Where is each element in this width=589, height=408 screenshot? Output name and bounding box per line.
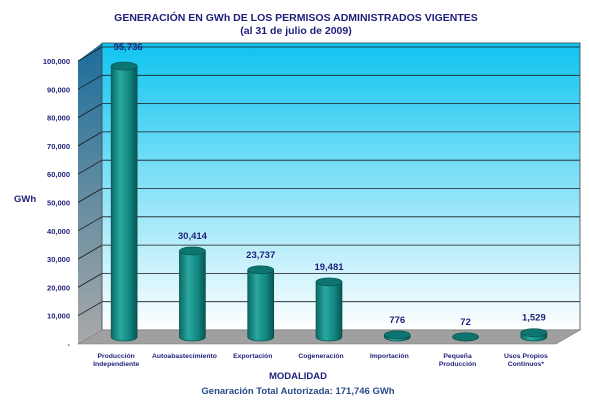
x-tick-label: Usos Propios — [504, 353, 548, 360]
gridline-side — [77, 131, 103, 147]
data-label: 1,529 — [522, 313, 546, 324]
data-label: 23,737 — [246, 250, 275, 261]
y-tick-label: 20,000 — [47, 283, 70, 292]
bar — [110, 65, 138, 342]
y-tick-label: 30,000 — [47, 255, 70, 264]
y-tick-label: 90,000 — [47, 85, 70, 94]
x-tick-label: Continuos* — [508, 361, 545, 368]
bar-top — [315, 277, 343, 287]
data-label: 95,736 — [114, 42, 143, 53]
gridline-side — [77, 216, 103, 232]
y-tick-label: 50,000 — [47, 199, 70, 208]
chart-subtitle: (al 31 de julio de 2009) — [240, 25, 351, 37]
y-tick-label: - — [68, 340, 71, 349]
gridline-side — [77, 301, 103, 317]
gridline-side — [77, 159, 103, 175]
gridline-side — [77, 273, 103, 288]
bar-top — [452, 332, 479, 342]
bar — [315, 281, 343, 342]
x-tick-label: Cogeneración — [298, 353, 343, 360]
x-tick-label: Exportación — [233, 353, 272, 360]
chart-title: GENERACIÓN EN GWh DE LOS PERMISOS ADMINI… — [114, 11, 478, 24]
y-tick-label: 100,000 — [43, 57, 70, 66]
bar-top — [383, 330, 411, 340]
side-wall — [78, 43, 102, 344]
data-label: 72 — [460, 317, 471, 328]
y-tick-label: 80,000 — [47, 114, 70, 123]
data-label: 776 — [389, 315, 405, 326]
bar — [179, 250, 206, 342]
plot-area: - 10,000 20,000 30,000 40,000 50,000 60,000 70,… — [43, 42, 582, 368]
gridline-side — [77, 46, 103, 62]
x-axis-label: MODALIDAD — [269, 371, 327, 382]
x-tick-label: Producción — [97, 353, 134, 360]
bar-top — [110, 61, 138, 71]
bar-top — [520, 328, 548, 337]
y-tick-label: 70,000 — [47, 142, 70, 151]
data-label: 19,481 — [314, 262, 344, 273]
bar-top — [179, 246, 206, 256]
y-tick-label: 10,000 — [47, 312, 70, 321]
y-axis-label: GWh — [14, 194, 36, 205]
x-tick-label: Pequeña — [443, 353, 472, 360]
gridline-side — [77, 103, 103, 118]
bar-top — [247, 265, 275, 275]
x-tick-label: Independiente — [93, 361, 139, 368]
x-tick-label: Importación — [370, 353, 409, 360]
gridline-side — [77, 244, 103, 260]
gridline-side — [77, 188, 103, 203]
x-tick-label: Producción — [439, 361, 476, 368]
data-label: 30,414 — [178, 231, 208, 242]
y-tick-label: 60,000 — [47, 170, 70, 179]
gridline-side — [77, 74, 103, 90]
x-tick-label: Autoabastecimiento — [152, 353, 217, 360]
total-generation-footer: Genaración Total Autorizada: 171,746 GWh — [201, 386, 394, 397]
y-tick-label: 40,000 — [47, 227, 70, 236]
bar — [247, 269, 275, 342]
